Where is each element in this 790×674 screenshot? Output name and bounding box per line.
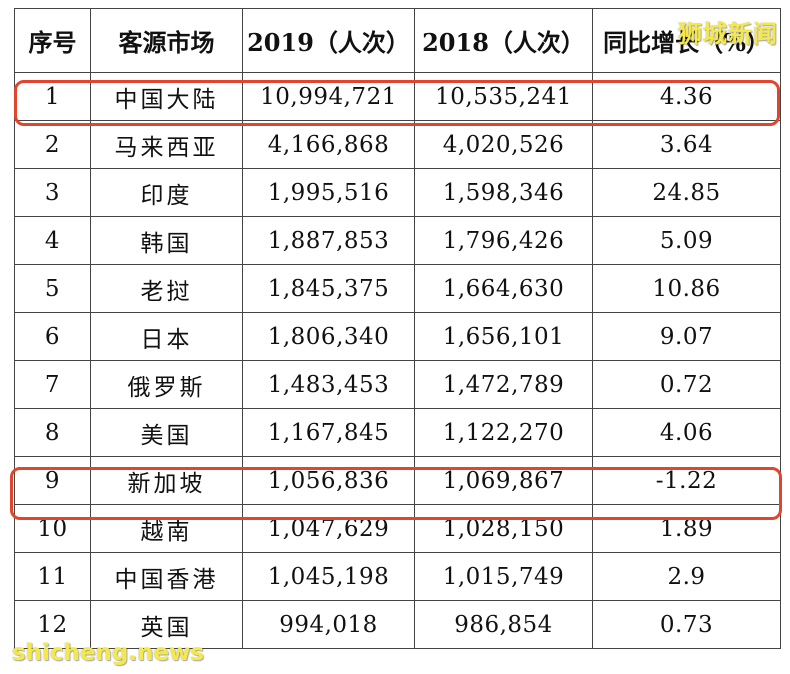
cell-2018: 1,015,749 (414, 552, 593, 601)
cell-2018: 1,122,270 (414, 408, 593, 457)
cell-market: 韩国 (90, 216, 243, 265)
cell-rank: 11 (14, 552, 91, 601)
cell-growth: 4.36 (592, 72, 781, 121)
header-2018: 2018（人次） (414, 8, 593, 73)
cell-2019: 1,995,516 (242, 168, 415, 217)
cell-2019: 10,994,721 (242, 72, 415, 121)
cell-2018: 1,028,150 (414, 504, 593, 553)
cell-rank: 9 (14, 456, 91, 505)
table-row: 11 中国香港 1,045,198 1,015,749 2.9 (14, 552, 781, 601)
cell-2019: 1,845,375 (242, 264, 415, 313)
cell-rank: 1 (14, 72, 91, 121)
cell-growth: 1.89 (592, 504, 781, 553)
cell-rank: 8 (14, 408, 91, 457)
cell-growth: 0.72 (592, 360, 781, 409)
cell-2019: 1,167,845 (242, 408, 415, 457)
cell-2018: 10,535,241 (414, 72, 593, 121)
cell-2018: 4,020,526 (414, 120, 593, 169)
table-row: 9 新加坡 1,056,836 1,069,867 -1.22 (14, 456, 781, 505)
cell-market: 俄罗斯 (90, 360, 243, 409)
cell-rank: 10 (14, 504, 91, 553)
cell-market: 美国 (90, 408, 243, 457)
watermark-url: shicheng.news (12, 640, 205, 666)
cell-market: 老挝 (90, 264, 243, 313)
cell-rank: 12 (14, 600, 91, 649)
cell-2018: 1,796,426 (414, 216, 593, 265)
cell-2018: 986,854 (414, 600, 593, 649)
watermark-logo-text: 狮城新闻 (678, 20, 778, 48)
cell-market: 印度 (90, 168, 243, 217)
cell-2019: 4,166,868 (242, 120, 415, 169)
cell-growth: -1.22 (592, 456, 781, 505)
cell-2019: 1,887,853 (242, 216, 415, 265)
cell-2019: 1,056,836 (242, 456, 415, 505)
cell-growth: 9.07 (592, 312, 781, 361)
cell-2019: 1,483,453 (242, 360, 415, 409)
cell-market: 马来西亚 (90, 120, 243, 169)
cell-growth: 0.73 (592, 600, 781, 649)
cell-2019: 1,806,340 (242, 312, 415, 361)
table-row: 8 美国 1,167,845 1,122,270 4.06 (14, 408, 781, 457)
cell-rank: 5 (14, 264, 91, 313)
table-row: 6 日本 1,806,340 1,656,101 9.07 (14, 312, 781, 361)
cell-growth: 2.9 (592, 552, 781, 601)
cell-growth: 3.64 (592, 120, 781, 169)
cell-market: 越南 (90, 504, 243, 553)
cell-2018: 1,069,867 (414, 456, 593, 505)
table-header-row: 序号 客源市场 2019（人次） 2018（人次） 同比增长（%） (14, 8, 781, 73)
cell-2018: 1,472,789 (414, 360, 593, 409)
table-row: 7 俄罗斯 1,483,453 1,472,789 0.72 (14, 360, 781, 409)
table-row: 3 印度 1,995,516 1,598,346 24.85 (14, 168, 781, 217)
table-row: 4 韩国 1,887,853 1,796,426 5.09 (14, 216, 781, 265)
cell-growth: 24.85 (592, 168, 781, 217)
cell-2019: 1,047,629 (242, 504, 415, 553)
tourist-market-table: 序号 客源市场 2019（人次） 2018（人次） 同比增长（%） 1 中国大陆 1… (14, 8, 781, 649)
cell-market: 英国 (90, 600, 243, 649)
cell-market: 中国大陆 (90, 72, 243, 121)
cell-market: 中国香港 (90, 552, 243, 601)
cell-growth: 4.06 (592, 408, 781, 457)
table-row: 2 马来西亚 4,166,868 4,020,526 3.64 (14, 120, 781, 169)
header-2019: 2019（人次） (242, 8, 415, 73)
cell-2019: 1,045,198 (242, 552, 415, 601)
header-market: 客源市场 (90, 8, 243, 73)
cell-growth: 10.86 (592, 264, 781, 313)
cell-market: 日本 (90, 312, 243, 361)
cell-rank: 4 (14, 216, 91, 265)
cell-2018: 1,598,346 (414, 168, 593, 217)
cell-market: 新加坡 (90, 456, 243, 505)
table-row: 10 越南 1,047,629 1,028,150 1.89 (14, 504, 781, 553)
cell-growth: 5.09 (592, 216, 781, 265)
header-rank: 序号 (14, 8, 91, 73)
cell-2019: 994,018 (242, 600, 415, 649)
cell-rank: 7 (14, 360, 91, 409)
table-row: 5 老挝 1,845,375 1,664,630 10.86 (14, 264, 781, 313)
table-row: 1 中国大陆 10,994,721 10,535,241 4.36 (14, 72, 781, 121)
cell-rank: 2 (14, 120, 91, 169)
header-growth: 同比增长（%） (592, 8, 781, 73)
cell-rank: 3 (14, 168, 91, 217)
table-row: 12 英国 994,018 986,854 0.73 (14, 600, 781, 649)
cell-2018: 1,664,630 (414, 264, 593, 313)
cell-2018: 1,656,101 (414, 312, 593, 361)
cell-rank: 6 (14, 312, 91, 361)
